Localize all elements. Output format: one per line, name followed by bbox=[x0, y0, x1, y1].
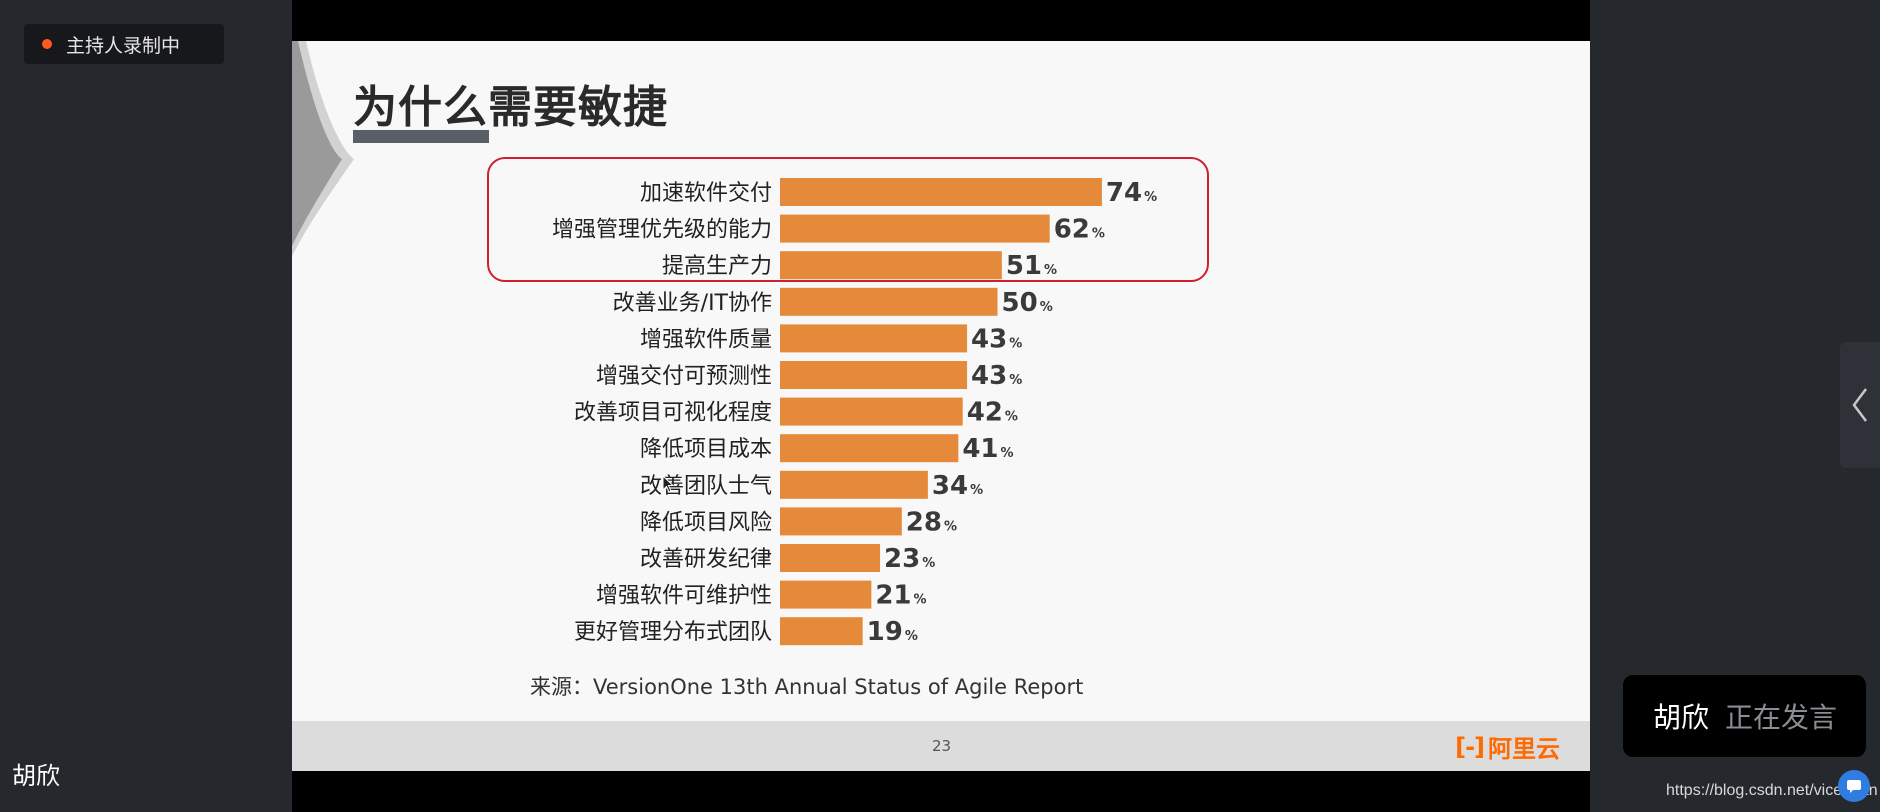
category-label: 提高生产力 bbox=[662, 254, 772, 279]
bar bbox=[780, 507, 902, 536]
value-label: 28% bbox=[906, 507, 957, 537]
bar bbox=[780, 544, 881, 572]
value-label: 21% bbox=[875, 581, 926, 611]
page-number: 23 bbox=[932, 737, 952, 755]
category-label: 改善业务/IT协作 bbox=[613, 291, 772, 316]
brand-logo: [-] 阿里云 bbox=[1455, 729, 1560, 764]
speaker-name: 胡欣 bbox=[1653, 701, 1710, 734]
source-note: 来源：VersionOne 13th Annual Status of Agil… bbox=[530, 675, 1084, 699]
bar bbox=[780, 470, 928, 499]
bar bbox=[780, 361, 968, 389]
chevron-left-icon bbox=[1852, 388, 1867, 422]
highlight-box bbox=[487, 157, 1209, 282]
category-label: 增强管理优先级的能力 bbox=[552, 218, 772, 243]
value-label: 43% bbox=[971, 361, 1022, 391]
bar bbox=[780, 580, 872, 609]
value-label: 43% bbox=[971, 324, 1022, 354]
category-label: 增强软件可维护性 bbox=[596, 584, 772, 609]
bar bbox=[780, 617, 863, 646]
category-label: 改善研发纪律 bbox=[640, 547, 772, 572]
left-panel: 主持人录制中 胡欣 bbox=[0, 0, 292, 812]
active-speaker-card: 胡欣 正在发言 bbox=[1623, 675, 1866, 757]
mouse-cursor-icon bbox=[662, 475, 675, 493]
category-label: 增强软件质量 bbox=[640, 327, 772, 352]
category-label: 更好管理分布式团队 bbox=[574, 620, 772, 645]
slide-footer: 23 [-] 阿里云 bbox=[292, 721, 1590, 771]
value-label: 42% bbox=[967, 398, 1018, 428]
value-label: 50% bbox=[1002, 288, 1053, 318]
bar bbox=[780, 287, 998, 316]
category-label: 改善项目可视化程度 bbox=[574, 401, 772, 426]
slide-decoration bbox=[292, 41, 354, 256]
title-underline bbox=[353, 130, 489, 143]
participant-name: 胡欣 bbox=[12, 762, 60, 790]
bar bbox=[780, 178, 1102, 206]
category-label: 增强交付可预测性 bbox=[596, 364, 772, 389]
recording-label: 主持人录制中 bbox=[66, 34, 181, 57]
category-label: 降低项目风险 bbox=[640, 510, 772, 535]
chat-icon[interactable] bbox=[1838, 770, 1870, 802]
bar bbox=[780, 214, 1050, 243]
speaker-status: 正在发言 bbox=[1725, 701, 1838, 734]
slide-title: 为什么需要敏捷 bbox=[353, 82, 668, 133]
bar-chart: 加速软件交付 74 %增强管理优先级的能力 62 %提高生产力 51 %改善业务/IT协作 5… bbox=[552, 178, 1157, 647]
recording-badge[interactable]: 主持人录制中 bbox=[24, 24, 224, 64]
collapse-panel-button[interactable] bbox=[1840, 342, 1880, 468]
bar bbox=[780, 397, 963, 426]
watermark: https://blog.csdn.net/vicennan bbox=[1666, 782, 1878, 799]
category-label: 改善团队士气 bbox=[640, 474, 772, 499]
value-label: 19% bbox=[867, 617, 918, 647]
value-label: 23% bbox=[884, 544, 935, 574]
category-label: 加速软件交付 bbox=[640, 181, 772, 206]
category-label: 降低项目成本 bbox=[640, 437, 772, 462]
bar bbox=[780, 251, 1002, 280]
aliyun-logo-icon: [-] bbox=[1455, 732, 1485, 761]
bar bbox=[780, 434, 959, 463]
bar bbox=[780, 324, 968, 353]
recording-dot-icon bbox=[42, 39, 52, 49]
chat-bubble-icon bbox=[1847, 780, 1861, 793]
shared-screen: 为什么需要敏捷 加速软件交付 74% 增强管理优先级的能力 62% 提高生产力 51% 改善… bbox=[292, 0, 1590, 812]
presentation-slide: 为什么需要敏捷 加速软件交付 74% 增强管理优先级的能力 62% 提高生产力 51% 改善… bbox=[292, 41, 1590, 771]
brand-text: 阿里云 bbox=[1488, 735, 1560, 763]
value-label: 34% bbox=[932, 471, 983, 501]
value-label: 41% bbox=[962, 434, 1013, 464]
